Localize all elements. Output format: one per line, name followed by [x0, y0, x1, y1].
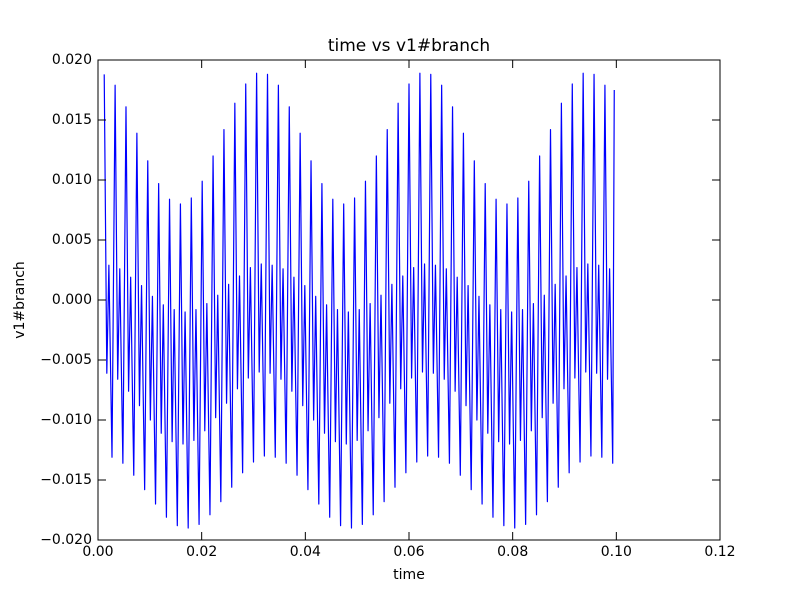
y-tick-label: −0.020 [40, 532, 92, 548]
x-tick-label: 0.12 [704, 544, 735, 560]
y-tick-label: −0.005 [40, 352, 92, 368]
y-tick-label: 0.000 [52, 292, 92, 308]
y-tick-label: −0.010 [40, 412, 92, 428]
x-tick-label: 0.02 [186, 544, 217, 560]
y-tick-label: 0.020 [52, 52, 92, 68]
y-tick-label: 0.010 [52, 172, 92, 188]
data-line [103, 72, 615, 529]
x-tick-label: 0.00 [82, 544, 113, 560]
y-tick-label: 0.015 [52, 112, 92, 128]
x-axis-label: time [393, 567, 425, 583]
y-tick-label: 0.005 [52, 232, 92, 248]
y-tick-label: −0.015 [40, 472, 92, 488]
y-axis-label: v1#branch [12, 261, 28, 339]
x-tick-label: 0.06 [393, 544, 424, 560]
x-tick-label: 0.08 [497, 544, 528, 560]
x-tick-label: 0.10 [601, 544, 632, 560]
x-tick-label: 0.04 [290, 544, 321, 560]
chart-title: time vs v1#branch [328, 36, 490, 56]
